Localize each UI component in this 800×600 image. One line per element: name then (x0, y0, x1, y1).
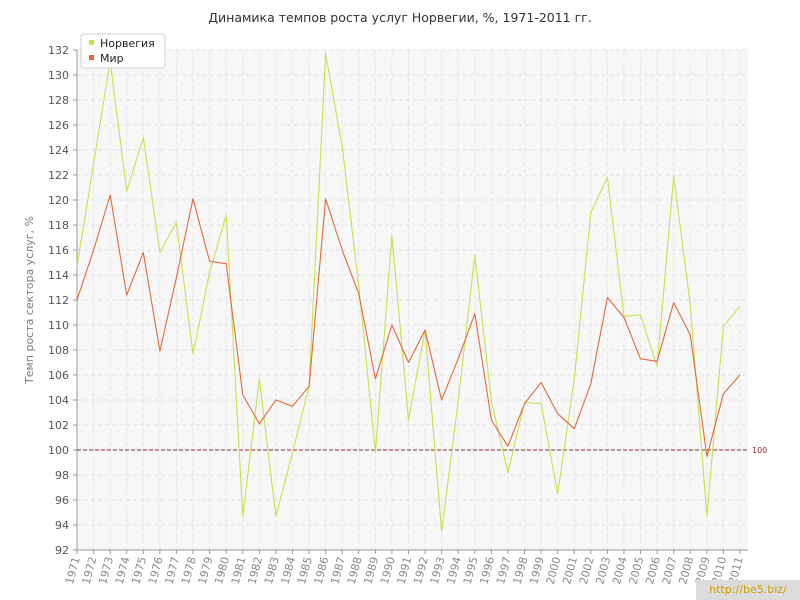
legend-swatch (89, 40, 94, 45)
y-tick-label: 102 (48, 419, 69, 432)
watermark-link[interactable]: http://be5.biz/ (696, 580, 800, 600)
y-tick-label: 132 (48, 44, 69, 57)
y-tick-label: 104 (48, 394, 69, 407)
legend-swatch (89, 55, 94, 60)
y-tick-label: 110 (48, 319, 69, 332)
y-tick-label: 126 (48, 119, 69, 132)
series-line-0 (76, 53, 741, 532)
legend-label[interactable]: Норвегия (100, 37, 155, 50)
plot-area (77, 50, 748, 550)
y-tick-label: 94 (55, 519, 69, 532)
grid (76, 49, 748, 551)
y-tick-label: 92 (55, 544, 69, 557)
reference-line-label: 100 (752, 446, 767, 455)
y-tick-label: 122 (48, 169, 69, 182)
legend-label[interactable]: Мир (100, 52, 124, 65)
legend[interactable]: Норвегия Мир (80, 33, 166, 69)
y-tick-label: 96 (55, 494, 69, 507)
y-tick-label: 106 (48, 369, 69, 382)
y-tick-label: 98 (55, 469, 69, 482)
series-line-1 (76, 194, 741, 457)
chart-title: Динамика темпов роста услуг Норвегии, %,… (208, 10, 591, 25)
reference-line-group: 100 (77, 446, 767, 455)
y-axis-title: Темп роста сектора услуг, % (23, 216, 36, 385)
y-tick-label: 108 (48, 344, 69, 357)
y-tick-label: 120 (48, 194, 69, 207)
series-group (76, 53, 741, 532)
y-tick-label: 124 (48, 144, 69, 157)
y-tick-label: 100 (48, 444, 69, 457)
legend-box (80, 33, 166, 69)
y-tick-label: 114 (48, 269, 69, 282)
y-tick-label: 116 (48, 244, 69, 257)
y-tick-label: 130 (48, 69, 69, 82)
y-tick-label: 128 (48, 94, 69, 107)
y-tick-label: 112 (48, 294, 69, 307)
y-tick-label: 118 (48, 219, 69, 232)
